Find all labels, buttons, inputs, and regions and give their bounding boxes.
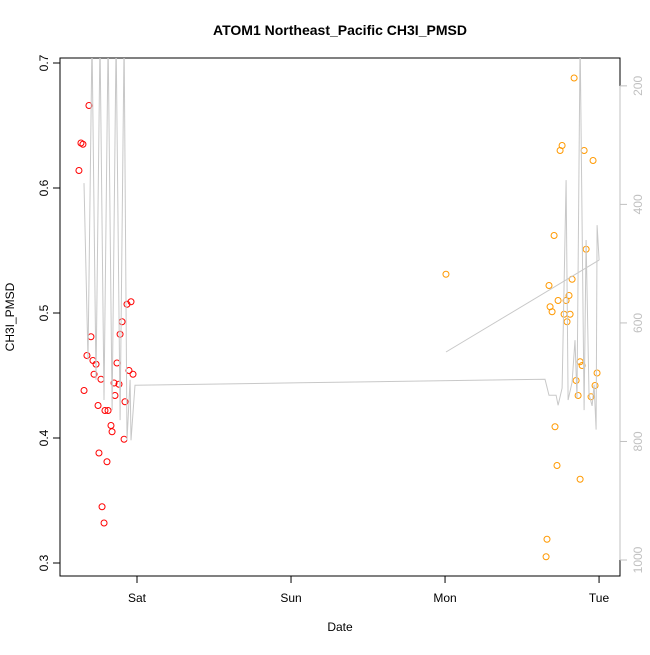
data-point bbox=[570, 74, 578, 82]
data-point bbox=[95, 449, 103, 457]
data-point bbox=[127, 298, 135, 306]
x-tick-label: Mon bbox=[433, 591, 456, 605]
data-point bbox=[120, 435, 128, 443]
data-point bbox=[551, 423, 559, 431]
data-point bbox=[593, 369, 601, 377]
data-point bbox=[98, 503, 106, 511]
y-axis-label: CH3I_PMSD bbox=[3, 282, 17, 351]
data-point bbox=[580, 147, 588, 154]
x-tick-label: Sat bbox=[128, 591, 147, 605]
y2-tick-label: 600 bbox=[631, 313, 645, 333]
data-point bbox=[589, 157, 597, 164]
data-point bbox=[75, 167, 83, 174]
data-point bbox=[111, 392, 119, 399]
data-point bbox=[558, 142, 566, 149]
data-point bbox=[94, 402, 102, 409]
data-point bbox=[576, 475, 584, 483]
data-point bbox=[562, 297, 570, 304]
y2-tick-label: 1000 bbox=[631, 546, 645, 573]
data-point bbox=[129, 370, 137, 378]
data-point bbox=[100, 519, 108, 527]
data-point bbox=[574, 392, 582, 399]
y-tick-label: 0.5 bbox=[37, 304, 51, 321]
data-point bbox=[565, 292, 573, 299]
chart-title: ATOM1 Northeast_Pacific CH3I_PMSD bbox=[213, 22, 467, 38]
data-point bbox=[566, 310, 574, 318]
data-point bbox=[591, 382, 599, 389]
data-point bbox=[79, 140, 87, 148]
data-point bbox=[121, 398, 129, 406]
data-point bbox=[554, 297, 562, 304]
data-point bbox=[548, 308, 556, 316]
data-line bbox=[83, 58, 600, 441]
y-tick-label: 0.4 bbox=[37, 429, 51, 446]
data-point bbox=[90, 370, 98, 378]
data-point bbox=[97, 375, 105, 383]
data-point bbox=[553, 462, 561, 469]
y-tick-label: 0.6 bbox=[37, 179, 51, 196]
data-point bbox=[104, 407, 112, 414]
y-tick-label: 0.7 bbox=[37, 54, 51, 71]
data-point bbox=[115, 380, 123, 388]
data-point bbox=[587, 393, 595, 401]
y-tick-label: 0.3 bbox=[37, 554, 51, 571]
data-point bbox=[110, 379, 118, 387]
y2-tick-label: 400 bbox=[631, 194, 645, 214]
data-point bbox=[103, 458, 111, 466]
data-point bbox=[542, 553, 550, 561]
data-point bbox=[543, 535, 551, 543]
y2-tick-label: 800 bbox=[631, 431, 645, 451]
data-point bbox=[80, 387, 88, 394]
data-point bbox=[560, 310, 568, 318]
data-point bbox=[107, 422, 115, 429]
data-point bbox=[442, 270, 450, 278]
data-point bbox=[118, 318, 126, 326]
y2-tick-label: 200 bbox=[631, 76, 645, 96]
plot-frame bbox=[59, 57, 621, 577]
x-tick-label: Sun bbox=[280, 591, 301, 605]
data-point bbox=[108, 428, 116, 436]
data-point bbox=[545, 282, 553, 289]
data-point bbox=[116, 330, 124, 338]
data-point bbox=[550, 232, 558, 239]
data-point bbox=[83, 352, 91, 359]
data-point bbox=[87, 333, 95, 341]
x-axis-label: Date bbox=[327, 620, 353, 634]
data-point bbox=[85, 102, 93, 109]
x-tick-label: Tue bbox=[589, 591, 610, 605]
data-point bbox=[101, 407, 109, 414]
